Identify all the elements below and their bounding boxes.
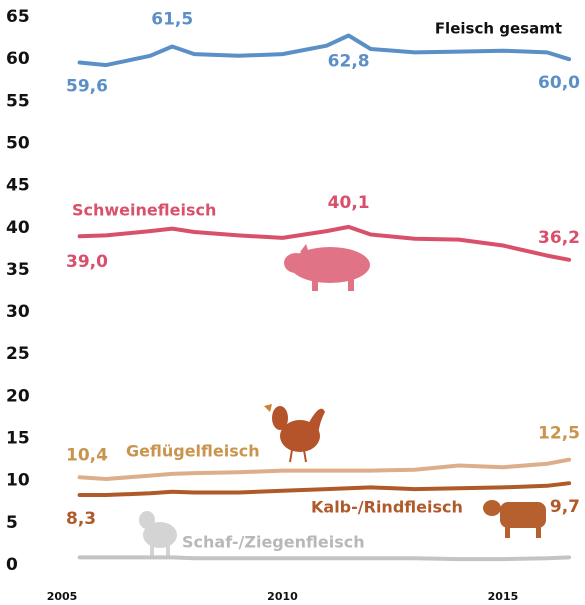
series-line — [77, 224, 572, 262]
value-label: 62,8 — [328, 52, 370, 72]
y-tick-label: 5 — [6, 513, 18, 533]
value-label: 61,5 — [151, 10, 193, 30]
series-line — [77, 457, 572, 481]
pig-icon — [284, 244, 370, 291]
y-tick-label: 50 — [6, 133, 30, 153]
y-tick-label: 25 — [6, 344, 30, 364]
y-tick-label: 60 — [6, 49, 30, 69]
value-label: 40,1 — [328, 193, 370, 213]
value-label: 39,0 — [66, 252, 108, 272]
series-label: Geflügelfleisch — [126, 442, 260, 461]
value-label: 12,5 — [538, 424, 580, 444]
value-label: 60,0 — [538, 73, 580, 93]
series-label: Schaf-/Ziegenfleisch — [182, 533, 365, 552]
value-label: 10,4 — [66, 445, 108, 465]
series-line — [77, 481, 572, 497]
y-tick-label: 35 — [6, 260, 30, 280]
series-line — [77, 555, 572, 562]
y-tick-label: 30 — [6, 302, 30, 322]
series-label: Fleisch gesamt — [435, 20, 562, 38]
value-label: 9,7 — [550, 497, 580, 517]
cow-icon — [483, 500, 546, 538]
y-tick-label: 55 — [6, 91, 30, 111]
x-tick-label: 2010 — [267, 590, 298, 603]
y-tick-label: 65 — [6, 7, 30, 27]
y-tick-label: 0 — [6, 555, 18, 575]
sheep-icon — [139, 511, 177, 556]
y-tick-label: 45 — [6, 176, 30, 196]
value-label: 59,6 — [66, 77, 108, 97]
y-tick-label: 10 — [6, 471, 30, 491]
value-label: 36,2 — [538, 228, 580, 248]
rooster-icon — [264, 404, 325, 463]
x-tick-label: 2005 — [47, 590, 78, 603]
series-line — [77, 33, 572, 68]
y-tick-label: 20 — [6, 386, 30, 406]
y-tick-label: 40 — [6, 218, 30, 238]
value-label: 8,3 — [66, 509, 96, 529]
series-label: Schweinefleisch — [72, 201, 216, 220]
y-tick-label: 15 — [6, 429, 30, 449]
x-tick-label: 2015 — [488, 590, 519, 603]
series-label: Kalb-/Rindfleisch — [311, 498, 463, 517]
